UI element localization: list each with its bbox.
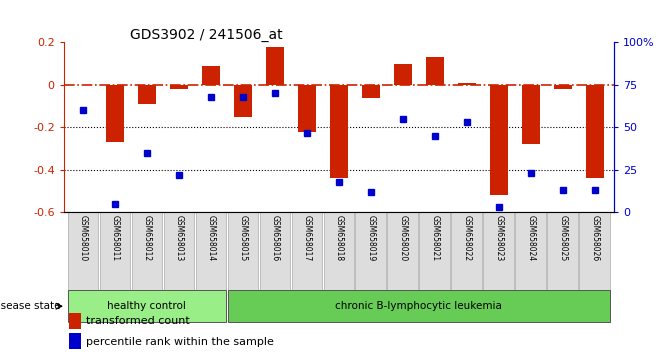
FancyBboxPatch shape <box>580 212 610 290</box>
Bar <box>490 85 507 195</box>
Text: GSM658013: GSM658013 <box>174 215 183 261</box>
Text: GSM658010: GSM658010 <box>79 215 87 261</box>
FancyBboxPatch shape <box>387 212 418 290</box>
Text: GSM658024: GSM658024 <box>526 215 535 261</box>
FancyBboxPatch shape <box>291 212 322 290</box>
Bar <box>330 85 348 178</box>
Text: GSM658017: GSM658017 <box>303 215 311 261</box>
Bar <box>202 66 219 85</box>
Text: GSM658023: GSM658023 <box>495 215 503 261</box>
Text: GSM658026: GSM658026 <box>590 215 599 261</box>
Bar <box>426 57 444 85</box>
FancyBboxPatch shape <box>483 212 514 290</box>
Bar <box>522 85 539 144</box>
Bar <box>362 85 380 98</box>
Bar <box>69 333 81 349</box>
Text: GSM658020: GSM658020 <box>399 215 407 261</box>
Text: GSM658011: GSM658011 <box>111 215 119 261</box>
FancyBboxPatch shape <box>99 212 130 290</box>
Text: GSM658018: GSM658018 <box>334 215 344 261</box>
Text: disease state: disease state <box>0 301 60 311</box>
Bar <box>458 83 476 85</box>
FancyBboxPatch shape <box>68 290 226 322</box>
FancyBboxPatch shape <box>195 212 226 290</box>
FancyBboxPatch shape <box>132 212 162 290</box>
Text: GSM658022: GSM658022 <box>462 215 471 261</box>
FancyBboxPatch shape <box>548 212 578 290</box>
FancyBboxPatch shape <box>323 212 354 290</box>
Bar <box>554 85 572 89</box>
Text: healthy control: healthy control <box>107 301 187 311</box>
FancyBboxPatch shape <box>227 290 610 322</box>
Bar <box>266 47 284 85</box>
Text: GSM658025: GSM658025 <box>558 215 567 261</box>
Bar <box>106 85 123 142</box>
Text: GSM658019: GSM658019 <box>366 215 375 261</box>
FancyBboxPatch shape <box>515 212 546 290</box>
Text: GSM658021: GSM658021 <box>430 215 440 261</box>
Bar <box>138 85 156 104</box>
FancyBboxPatch shape <box>452 212 482 290</box>
FancyBboxPatch shape <box>68 212 98 290</box>
Bar <box>69 313 81 329</box>
Text: GSM658014: GSM658014 <box>207 215 215 261</box>
Text: GDS3902 / 241506_at: GDS3902 / 241506_at <box>130 28 282 42</box>
Bar <box>394 64 411 85</box>
FancyBboxPatch shape <box>260 212 291 290</box>
Text: GSM658016: GSM658016 <box>270 215 279 261</box>
Text: chronic B-lymphocytic leukemia: chronic B-lymphocytic leukemia <box>336 301 503 311</box>
FancyBboxPatch shape <box>356 212 386 290</box>
Bar <box>586 85 604 178</box>
Text: transformed count: transformed count <box>86 316 189 326</box>
FancyBboxPatch shape <box>419 212 450 290</box>
FancyBboxPatch shape <box>164 212 195 290</box>
Bar <box>298 85 315 132</box>
Bar <box>170 85 188 89</box>
Text: GSM658012: GSM658012 <box>142 215 152 261</box>
Text: percentile rank within the sample: percentile rank within the sample <box>86 337 274 347</box>
Bar <box>234 85 252 117</box>
Text: GSM658015: GSM658015 <box>238 215 248 261</box>
FancyBboxPatch shape <box>227 212 258 290</box>
